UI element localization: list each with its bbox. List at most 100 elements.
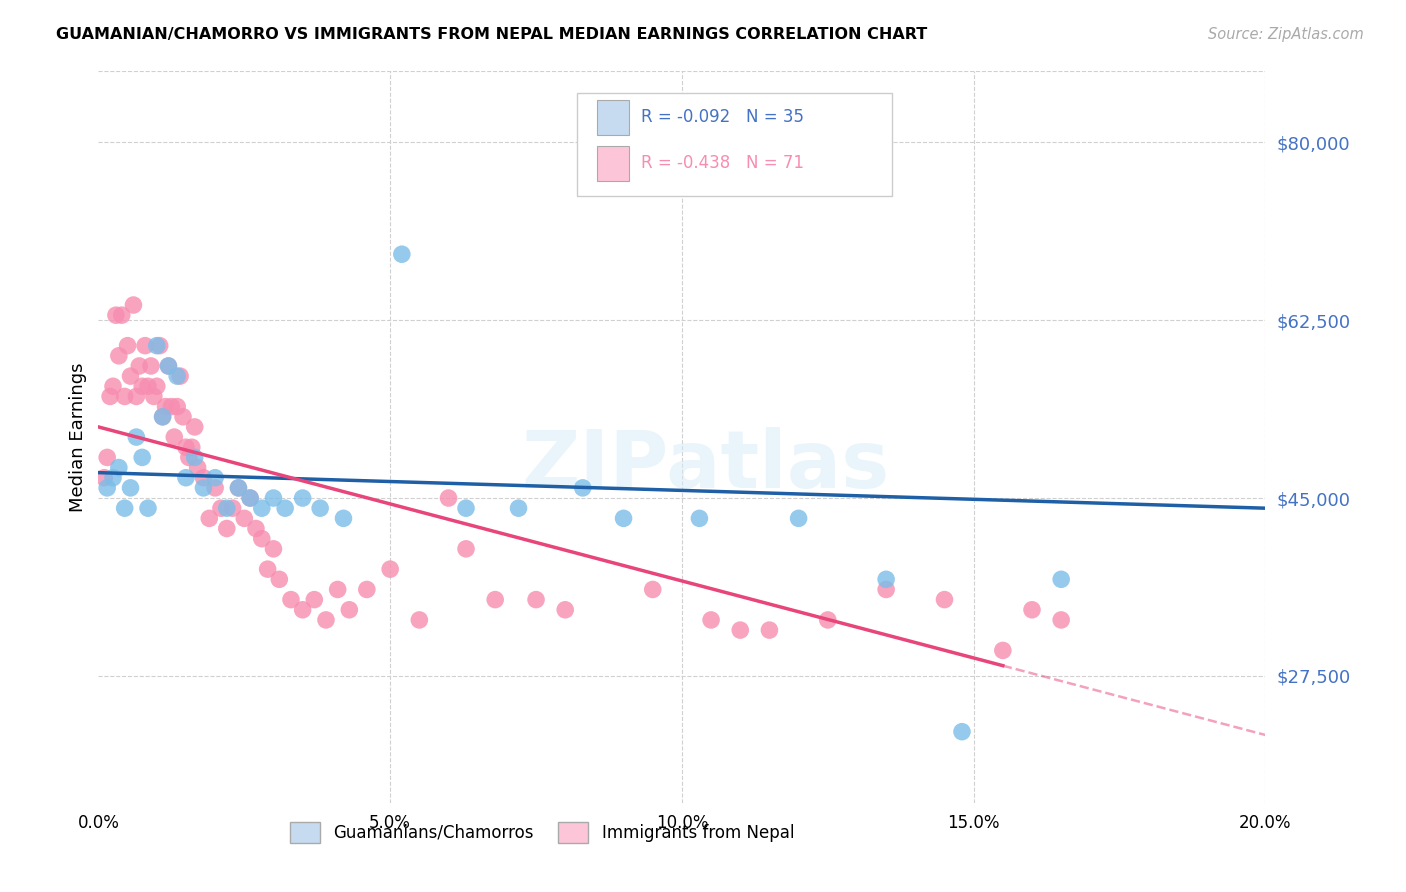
Point — [152, 409, 174, 424]
Point — [508, 501, 530, 516]
Point — [291, 491, 314, 505]
Point — [332, 511, 354, 525]
Point — [157, 359, 180, 373]
Point — [269, 572, 291, 586]
Point — [1050, 613, 1073, 627]
Point — [172, 409, 194, 424]
Point — [787, 511, 810, 525]
Point — [174, 471, 197, 485]
Point — [524, 592, 547, 607]
Point — [233, 511, 256, 525]
Point — [125, 430, 148, 444]
Point — [108, 460, 131, 475]
Point — [152, 409, 174, 424]
Point — [131, 450, 153, 465]
Text: ZIPatlas: ZIPatlas — [522, 427, 890, 506]
Point — [166, 369, 188, 384]
Point — [437, 491, 460, 505]
Point — [454, 501, 477, 516]
Point — [228, 481, 250, 495]
Point — [688, 511, 710, 525]
Point — [641, 582, 664, 597]
Point — [950, 724, 973, 739]
Point — [263, 541, 285, 556]
Point — [149, 338, 172, 352]
Point — [274, 501, 297, 516]
Point — [120, 481, 142, 495]
Point — [146, 379, 169, 393]
Point — [136, 379, 159, 393]
Point — [454, 541, 477, 556]
Point — [380, 562, 402, 576]
Point — [356, 582, 378, 597]
Point — [991, 643, 1014, 657]
Text: GUAMANIAN/CHAMORRO VS IMMIGRANTS FROM NEPAL MEDIAN EARNINGS CORRELATION CHART: GUAMANIAN/CHAMORRO VS IMMIGRANTS FROM NE… — [56, 27, 928, 42]
Point — [221, 501, 243, 516]
Point — [155, 400, 177, 414]
Point — [114, 389, 136, 403]
Point — [180, 440, 202, 454]
Point — [187, 460, 209, 475]
Point — [337, 603, 360, 617]
Point — [101, 471, 124, 485]
Point — [228, 481, 250, 495]
Point — [96, 481, 118, 495]
Point — [204, 471, 226, 485]
Point — [304, 592, 326, 607]
Point — [875, 582, 897, 597]
Point — [139, 359, 162, 373]
Point — [183, 420, 205, 434]
Point — [120, 369, 142, 384]
Point — [1050, 572, 1073, 586]
Point — [239, 491, 262, 505]
Point — [169, 369, 191, 384]
Point — [163, 430, 186, 444]
Point — [245, 521, 267, 535]
Point — [408, 613, 430, 627]
Point — [193, 481, 215, 495]
Point — [174, 440, 197, 454]
Point — [204, 481, 226, 495]
Point — [96, 450, 118, 465]
Point — [108, 349, 131, 363]
Point — [817, 613, 839, 627]
Point — [239, 491, 262, 505]
Point — [128, 359, 150, 373]
Point — [700, 613, 723, 627]
Text: R = -0.438   N = 71: R = -0.438 N = 71 — [641, 154, 804, 172]
Point — [134, 338, 156, 352]
Point — [571, 481, 593, 495]
Point — [146, 338, 169, 352]
Point — [250, 532, 273, 546]
Point — [391, 247, 413, 261]
Point — [315, 613, 337, 627]
Point — [183, 450, 205, 465]
Point — [142, 389, 165, 403]
Point — [730, 623, 752, 637]
Point — [125, 389, 148, 403]
Point — [215, 501, 238, 516]
Point — [875, 572, 897, 586]
Point — [111, 308, 134, 322]
Point — [166, 400, 188, 414]
Point — [104, 308, 127, 322]
Point — [93, 471, 115, 485]
Point — [309, 501, 332, 516]
Legend: Guamanians/Chamorros, Immigrants from Nepal: Guamanians/Chamorros, Immigrants from Ne… — [283, 815, 801, 849]
Point — [250, 501, 273, 516]
Point — [1021, 603, 1043, 617]
Point — [758, 623, 780, 637]
Bar — [596, 145, 630, 181]
Text: R = -0.092   N = 35: R = -0.092 N = 35 — [641, 109, 804, 127]
Point — [198, 511, 221, 525]
Point — [613, 511, 636, 525]
Bar — [596, 100, 630, 135]
Point — [215, 521, 238, 535]
Point — [122, 298, 145, 312]
Point — [117, 338, 139, 352]
Point — [157, 359, 180, 373]
Point — [101, 379, 124, 393]
Point — [263, 491, 285, 505]
Point — [209, 501, 232, 516]
Text: Source: ZipAtlas.com: Source: ZipAtlas.com — [1208, 27, 1364, 42]
